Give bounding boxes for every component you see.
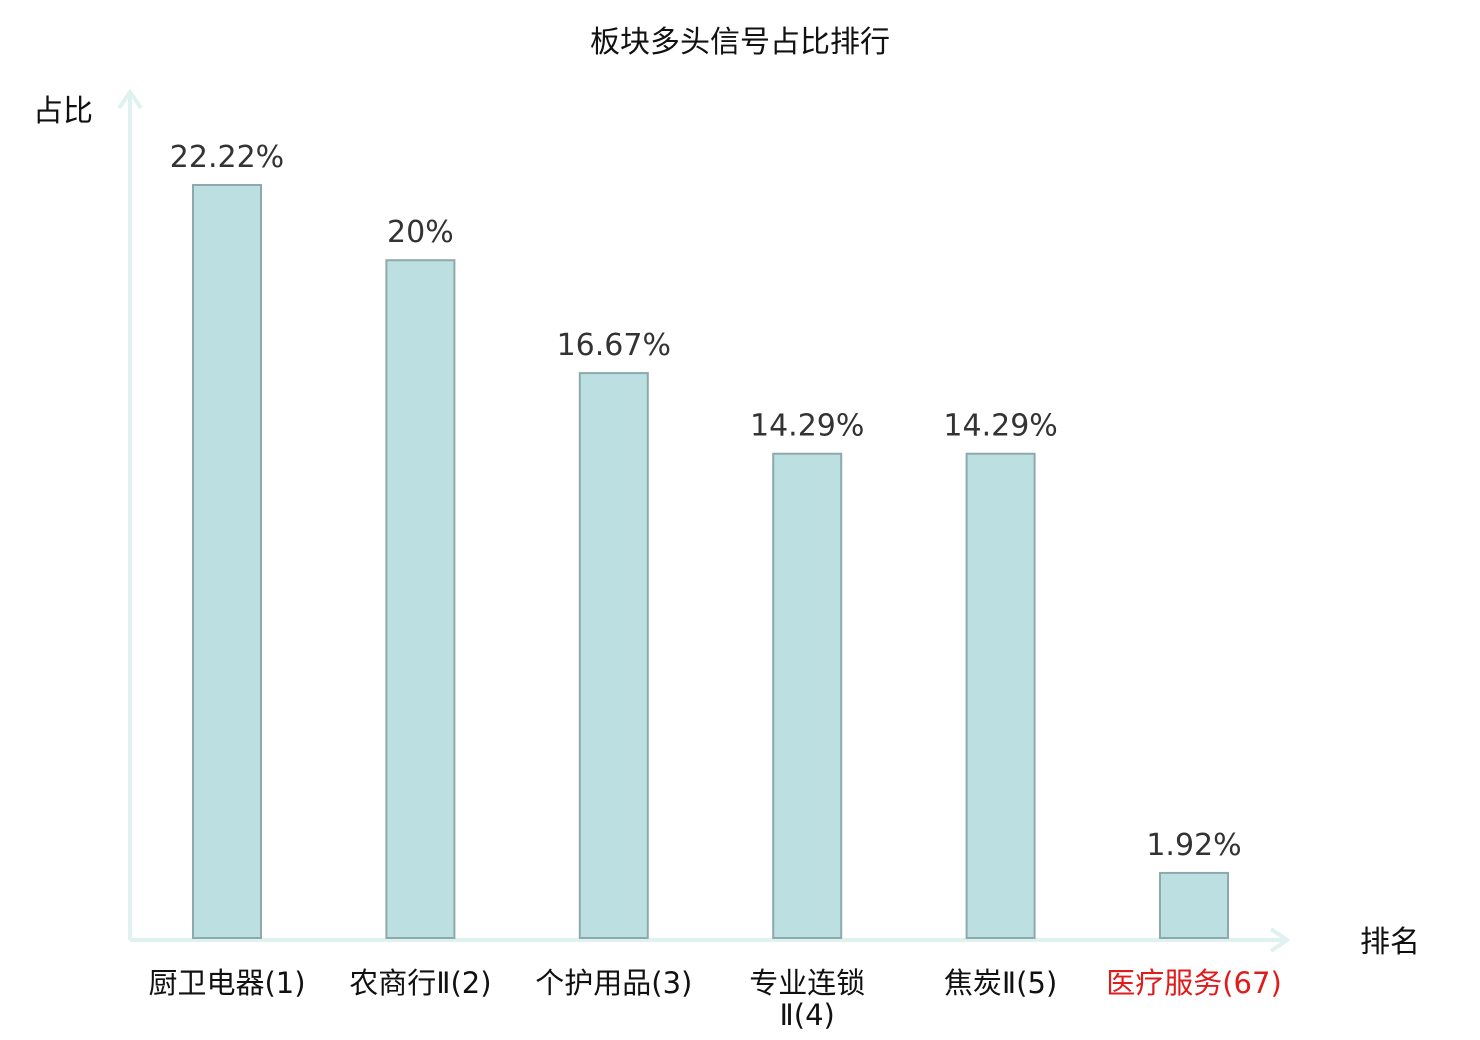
bar — [385, 259, 456, 939]
category-label: 农商行Ⅱ(2) — [349, 966, 491, 1000]
category-label: 个护用品(3) — [535, 966, 692, 1000]
category-label: 医疗服务(67) — [1106, 966, 1282, 1000]
category-label: 厨卫电器(1) — [148, 966, 305, 1000]
bar — [578, 372, 649, 939]
value-label: 1.92% — [1146, 828, 1241, 863]
value-label: 22.22% — [170, 140, 284, 175]
y-axis-label: 占比 — [33, 94, 93, 129]
bars-group: 22.22% 厨卫电器(1) 20% 农商行Ⅱ(2) 16.67% 个护用品(3) 14.2… — [148, 140, 1281, 1032]
value-label: 14.29% — [750, 409, 864, 444]
category-label: 专业连锁 — [749, 966, 865, 1000]
category-label: 焦炭Ⅱ(5) — [944, 966, 1057, 1000]
bar — [772, 452, 843, 939]
bar — [192, 184, 262, 939]
value-label: 16.67% — [557, 328, 671, 363]
x-axis-arrow — [1269, 927, 1291, 953]
value-label: 14.29% — [943, 409, 1057, 444]
y-axis-arrow — [117, 88, 143, 110]
category-label: Ⅱ(4) — [780, 998, 835, 1032]
x-axis-label: 排名 — [1360, 925, 1420, 960]
bar — [965, 452, 1036, 939]
chart-title: 板块多头信号占比排行 — [590, 25, 890, 60]
value-label: 20% — [387, 215, 454, 250]
bar — [1159, 871, 1229, 939]
